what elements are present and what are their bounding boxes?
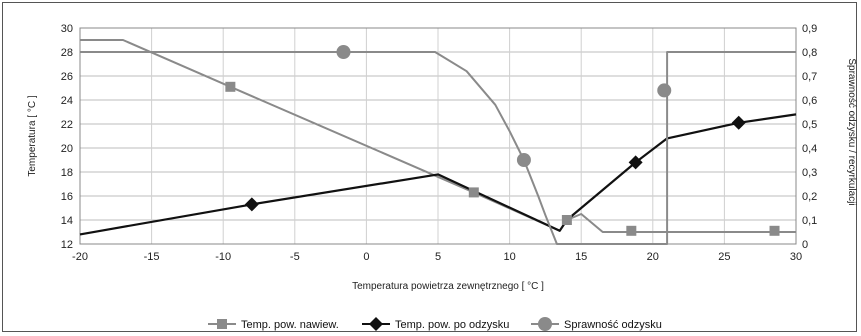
legend-marker-diamond (369, 317, 383, 331)
x-tick-label: 15 (575, 251, 587, 263)
y2-tick-label: 0,5 (802, 119, 817, 131)
data-point-square (769, 225, 780, 236)
data-point-circle (657, 83, 672, 98)
series-markers (225, 45, 780, 236)
y2-axis-ticks: 0 0,1 0,2 0,3 0,4 0,5 0,6 0,7 0,8 0,9 (802, 23, 817, 251)
y2-tick-label: 0,1 (802, 215, 817, 227)
gridlines (79, 27, 797, 245)
y-tick-label: 30 (61, 23, 73, 35)
y-tick-label: 18 (61, 167, 73, 179)
y-tick-label: 20 (61, 143, 73, 155)
y-tick-label: 24 (61, 95, 73, 107)
x-tick-label: -5 (290, 251, 300, 263)
legend-label: Temp. pow. po odzysku (395, 319, 509, 331)
data-point-square (468, 187, 479, 198)
data-point-diamond (628, 155, 643, 170)
x-axis-label: Temperatura powietrza zewnętrznego [ °C … (352, 281, 544, 292)
y2-tick-label: 0,9 (802, 23, 817, 35)
y2-tick-label: 0,4 (802, 143, 817, 155)
y-tick-label: 14 (61, 215, 73, 227)
data-point-diamond (244, 197, 259, 212)
x-tick-label: -20 (72, 251, 88, 263)
y2-tick-label: 0 (802, 239, 808, 251)
legend: Temp. pow. nawiew. Temp. pow. po odzysku S… (208, 317, 662, 331)
y2-tick-label: 0,7 (802, 71, 817, 83)
x-tick-label: 10 (503, 251, 515, 263)
legend-marker-square (217, 319, 227, 329)
y-axis-label: Temperatura [ °C ] (27, 95, 38, 176)
legend-label: Temp. pow. nawiew. (241, 319, 339, 331)
y2-tick-label: 0,3 (802, 167, 817, 179)
x-tick-label: 25 (718, 251, 730, 263)
x-axis-ticks: -20 -15 -10 -5 0 5 10 15 20 25 30 (72, 251, 802, 263)
data-point-circle (336, 45, 351, 59)
y-axis-ticks: 12 14 16 18 20 22 24 26 28 30 (61, 23, 73, 251)
data-point-square (561, 215, 572, 225)
x-tick-label: 20 (647, 251, 659, 263)
y2-tick-label: 0,2 (802, 191, 817, 203)
x-tick-label: -15 (144, 251, 160, 263)
y2-tick-label: 0,8 (802, 47, 817, 59)
chart-frame (2, 2, 857, 332)
y-tick-label: 16 (61, 191, 73, 203)
x-tick-label: 5 (435, 251, 441, 263)
y2-axis-label: Sprawność odzysku / recyrkulacji (846, 58, 857, 205)
legend-marker-circle (538, 317, 552, 331)
data-point-circle (516, 153, 531, 167)
plot-area (79, 27, 797, 245)
y-tick-label: 28 (61, 47, 73, 59)
x-tick-label: 30 (790, 251, 802, 263)
y2-tick-label: 0,6 (802, 95, 817, 107)
data-point-diamond (731, 115, 746, 130)
x-tick-label: -10 (215, 251, 231, 263)
data-point-square (626, 225, 637, 236)
legend-label: Sprawność odzysku (564, 319, 662, 331)
y-tick-label: 22 (61, 119, 73, 131)
y-tick-label: 26 (61, 71, 73, 83)
y-tick-label: 12 (61, 239, 73, 251)
x-tick-label: 0 (363, 251, 369, 263)
data-point-square (225, 81, 236, 92)
